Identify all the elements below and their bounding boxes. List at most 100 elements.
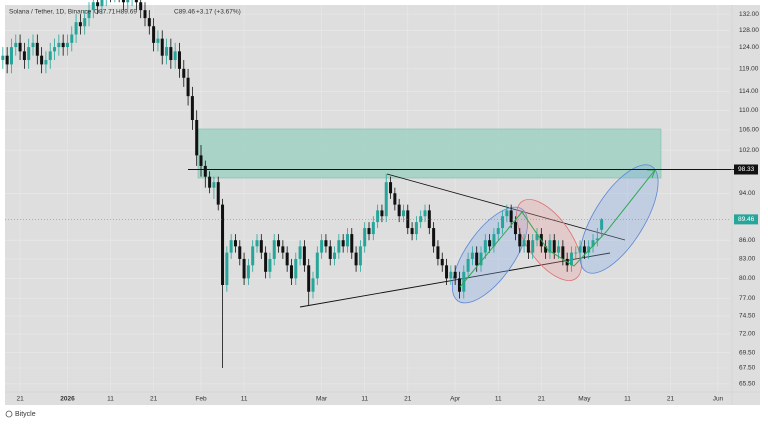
candle-body (436, 246, 440, 259)
candle-body (100, 0, 104, 7)
candle-body (574, 252, 578, 254)
candle-body (216, 182, 220, 205)
candle-body (600, 219, 604, 230)
candle-body (96, 2, 100, 7)
candle-body (393, 193, 397, 205)
candle-body (345, 234, 349, 247)
candle-body (475, 252, 479, 266)
y-tick-label: 80.00 (739, 275, 756, 282)
candle-body (165, 47, 169, 56)
ohlc-close: C89.46 (174, 9, 195, 16)
candle-body (389, 182, 393, 194)
candle-body (212, 182, 216, 188)
candle-body (496, 228, 500, 235)
candle-body (57, 42, 61, 48)
x-tick-label: 21 (150, 396, 158, 403)
x-tick-label: 11 (107, 396, 114, 403)
last-price-box (734, 214, 758, 225)
candle-body (363, 228, 367, 247)
candle-body (177, 51, 181, 69)
candle-body (479, 252, 483, 266)
candle-body (569, 252, 573, 266)
candle-body (531, 240, 535, 253)
candle-body (87, 10, 91, 19)
candle-body (578, 246, 582, 253)
x-tick-label: 2026 (60, 396, 75, 403)
y-tick-label: 86.00 (739, 237, 756, 244)
candle-body (333, 252, 337, 259)
chart-panel (5, 5, 760, 405)
candle-body (358, 246, 362, 266)
candle-body (18, 42, 22, 52)
candle-body (337, 240, 341, 253)
candles (1, 0, 604, 369)
candle-body (255, 240, 259, 247)
x-tick-label: 21 (538, 396, 546, 403)
x-tick-label: 21 (16, 396, 24, 403)
ohlc-high: H89.69 (116, 9, 137, 16)
y-tick-label: 132.00 (739, 11, 759, 18)
candle-body (203, 165, 207, 177)
candle-body (298, 246, 302, 259)
candle-body (74, 22, 78, 35)
candle-body (509, 210, 513, 223)
candle-body (190, 96, 194, 121)
candle-body (78, 22, 82, 27)
candle-body (242, 258, 246, 279)
candle-body (233, 240, 237, 247)
candle-body (483, 240, 487, 253)
candle-body (548, 240, 552, 253)
projection-arrowhead (647, 169, 656, 179)
candle-body (367, 228, 371, 235)
candle-body (445, 265, 449, 279)
candle-body (466, 258, 470, 272)
x-tick-label: 11 (495, 396, 502, 403)
y-tick-label: 69.50 (739, 349, 756, 356)
x-tick-label: 11 (361, 396, 368, 403)
trendline-upper (386, 173, 626, 241)
overlay: 98.33 89.46 (5, 164, 758, 225)
candle-body (449, 271, 453, 279)
candle-body (427, 210, 431, 229)
candle-body (522, 240, 526, 247)
candle-body (264, 252, 268, 272)
y-tick-label: 128.00 (739, 27, 759, 34)
candle-body (169, 47, 173, 61)
candle-body (143, 10, 147, 19)
chart-title: Solana / Tether, 1D, Binance (9, 9, 92, 16)
candle-body (315, 252, 319, 279)
candle-body (397, 204, 401, 217)
x-tick-label: 21 (404, 396, 412, 403)
x-tick-label: Apr (450, 396, 461, 403)
candle-body (27, 47, 31, 61)
candle-body (544, 246, 548, 253)
candle-body (221, 204, 225, 285)
candle-body (457, 278, 461, 292)
candle-body (22, 51, 26, 61)
y-tick-label: 110.00 (739, 107, 759, 114)
y-tick-label: 77.00 (739, 295, 756, 302)
projection-path (459, 169, 656, 288)
candle-body (44, 60, 48, 65)
candle-body (65, 42, 69, 48)
candle-body (251, 246, 255, 266)
y-tick-label: 83.00 (739, 256, 756, 263)
candle-body (501, 216, 505, 229)
candle-body (419, 216, 423, 223)
y-tick-label: 124.00 (739, 44, 759, 51)
x-tick-label: Jun (713, 396, 724, 403)
candle-body (470, 252, 474, 259)
candle-body (246, 265, 250, 279)
highlight-ellipse (451, 206, 529, 304)
candle-body (268, 258, 272, 272)
candle-body (453, 271, 457, 279)
candle-body (160, 38, 164, 56)
x-tick-label: Mar (316, 396, 328, 403)
candle-body (488, 240, 492, 247)
candle-body (380, 210, 384, 217)
y-tick-label: 67.50 (739, 365, 756, 372)
level-label-box (734, 164, 758, 175)
candle-body (182, 68, 186, 78)
candle-body (289, 265, 293, 279)
